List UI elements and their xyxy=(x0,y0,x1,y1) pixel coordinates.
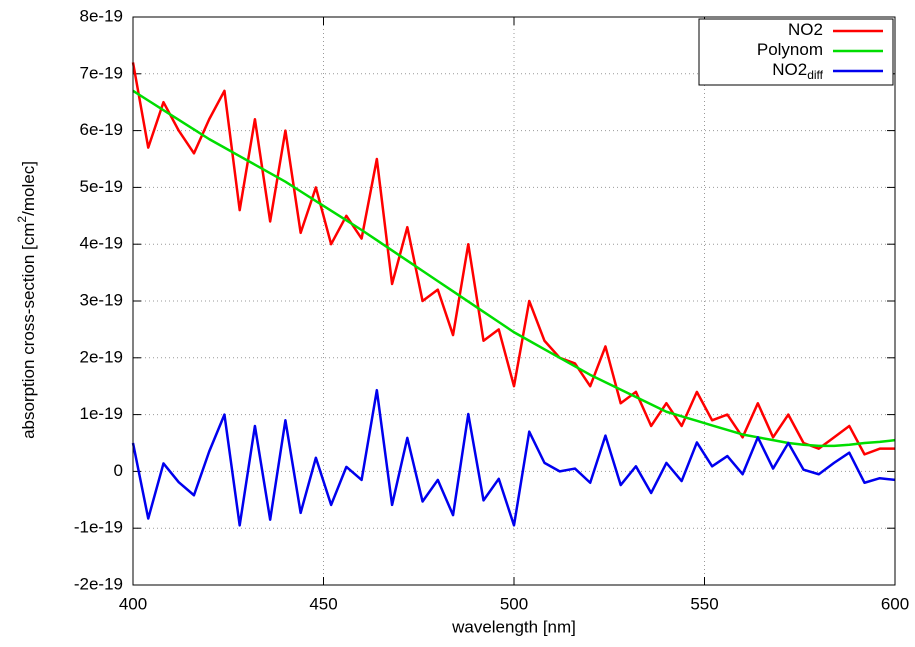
y-tick-label: 5e-19 xyxy=(80,177,123,196)
plot-frame xyxy=(132,16,896,586)
legend-name: NO2 xyxy=(788,20,823,39)
x-tick-label: 600 xyxy=(881,594,909,613)
legend-label: NO2 xyxy=(788,20,823,39)
y-tick-label: 2e-19 xyxy=(80,347,123,366)
series-line xyxy=(131,62,895,456)
x-tick-label: 500 xyxy=(500,594,528,613)
y-tick-label: 8e-19 xyxy=(80,6,123,25)
y-tick-label: 1e-19 xyxy=(80,404,123,423)
x-tick-label: 550 xyxy=(690,594,718,613)
series-line xyxy=(131,388,896,527)
legend-name: NO2 xyxy=(772,60,807,79)
y-tick-label: -1e-19 xyxy=(74,518,123,537)
y-tick-label: 6e-19 xyxy=(80,120,123,139)
series-line xyxy=(132,89,896,448)
y-tick-label: 3e-19 xyxy=(80,290,123,309)
y-label-sup: 2 xyxy=(15,216,29,223)
y-tick-label: 7e-19 xyxy=(80,63,123,82)
legend-name: Polynom xyxy=(757,40,823,59)
x-tick-label: 400 xyxy=(119,594,147,613)
legend-subscript: diff xyxy=(807,68,823,82)
y-label-text: /molec] xyxy=(19,161,38,216)
y-tick-label: 4e-19 xyxy=(80,234,123,253)
y-label-text: absorption cross-section [cm xyxy=(19,223,38,439)
x-axis-label: wavelength [nm] xyxy=(451,617,576,636)
legend-label: Polynom xyxy=(757,40,823,59)
y-tick-label: -2e-19 xyxy=(74,574,123,593)
y-tick-label: 0 xyxy=(114,461,123,480)
y-axis-label: absorption cross-section [cm2/molec] xyxy=(15,161,38,439)
x-tick-label: 450 xyxy=(309,594,337,613)
legend-label: NO2diff xyxy=(772,60,823,82)
